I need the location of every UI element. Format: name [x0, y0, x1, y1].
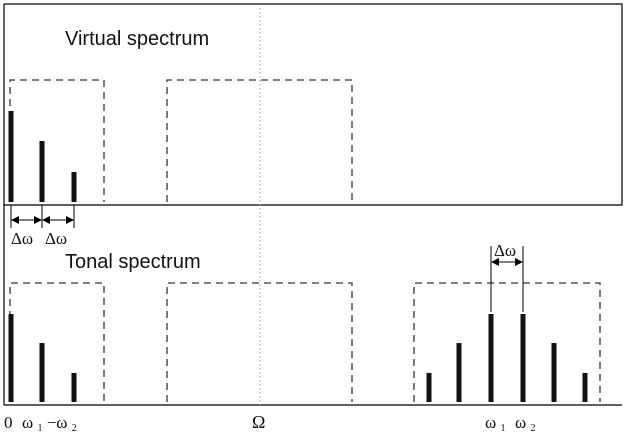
tonal-sideband-lines [426, 314, 588, 402]
omega1-minus-omega2-sub1: 1 [37, 423, 42, 434]
omega1-label: ω 1 [485, 413, 505, 434]
tonal-sideband-line-2 [488, 314, 494, 402]
zero-label: 0 [4, 413, 13, 432]
virtual-spectral-line-2 [71, 171, 77, 202]
tonal-sideband-line-5 [582, 372, 588, 402]
virtual-delta-markers [10, 205, 75, 228]
omega1-minus-omega2-main: ω [22, 413, 33, 432]
tonal-baseband-lines [8, 314, 77, 402]
omega2-main: ω [515, 413, 526, 432]
tonal-sideband-line-3 [520, 314, 526, 402]
tonal-spectrum-title: Tonal spectrum [65, 251, 201, 273]
tonal-sideband-line-1 [456, 343, 462, 402]
virtual-spectral-line-0 [8, 111, 14, 202]
tonal-delta-marker [490, 246, 524, 312]
tonal-center-band-box [166, 282, 353, 402]
tonal-baseband-box [9, 282, 105, 402]
tonal-baseband-line-0 [8, 314, 14, 402]
center-omega-label: Ω [252, 412, 265, 432]
virtual-baseband-box [9, 79, 105, 202]
tonal-baseband-line-1 [39, 343, 45, 402]
omega1-minus-omega2-mid: −ω [47, 413, 68, 432]
omega2-sub: 2 [530, 423, 535, 434]
top-panel-border [3, 3, 623, 206]
axis-labels: 0 ω 1 −ω 2 Ω ω 1 ω 2 [4, 412, 535, 435]
tonal-delta-label: Δω [494, 241, 516, 260]
omega1-minus-omega2-label: ω 1 −ω 2 [22, 413, 77, 435]
omega1-main: ω [485, 413, 496, 432]
tonal-sideband-line-4 [551, 343, 557, 402]
virtual-spectral-line-1 [39, 141, 45, 202]
tonal-bands [9, 282, 601, 402]
tonal-baseband-line-2 [71, 372, 77, 402]
tonal-sideband-line-0 [426, 372, 432, 402]
virtual-center-band-box [166, 79, 353, 202]
virtual-delta-label-2: Δω [45, 229, 67, 248]
virtual-bands [9, 79, 353, 202]
omega1-sub: 1 [500, 423, 505, 434]
virtual-spectral-lines [8, 111, 77, 202]
tonal-sideband-box [413, 282, 601, 402]
omega2-label: ω 2 [515, 413, 535, 434]
omega1-minus-omega2-sub2: 2 [72, 423, 77, 434]
frame [3, 3, 623, 406]
virtual-spectrum-title: Virtual spectrum [65, 28, 209, 50]
virtual-delta-label-1: Δω [11, 229, 33, 248]
